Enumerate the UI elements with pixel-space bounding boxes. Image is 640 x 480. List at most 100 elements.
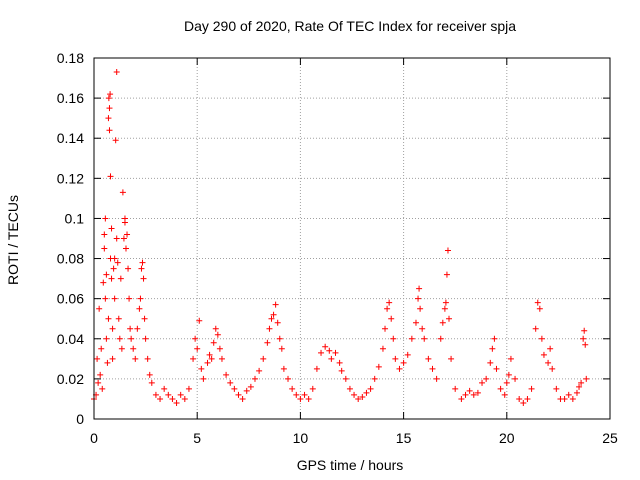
data-point	[181, 395, 188, 402]
data-point	[528, 385, 535, 392]
data-point	[116, 335, 123, 342]
data-point	[433, 375, 440, 382]
data-point	[536, 305, 543, 312]
data-point	[532, 325, 539, 332]
data-point	[109, 325, 116, 332]
data-point	[99, 385, 106, 392]
data-point	[441, 305, 448, 312]
data-point	[268, 315, 275, 322]
data-point	[212, 325, 219, 332]
data-point	[106, 127, 113, 134]
axis-ticks: 0 0.02 0.04 0.06 0.08 0.1 0.12 0.14 0.16 0.18 0 5 10…	[57, 50, 618, 446]
data-point	[505, 371, 512, 378]
data-point	[458, 395, 465, 402]
x-tick-label: 10	[293, 430, 309, 446]
data-point	[107, 173, 114, 180]
data-point	[140, 275, 147, 282]
data-point	[439, 319, 446, 326]
data-point	[97, 371, 104, 378]
data-point	[581, 327, 588, 334]
data-point	[218, 355, 225, 362]
data-point	[94, 355, 101, 362]
x-axis-label: GPS time / hours	[297, 457, 404, 473]
x-tick-label: 0	[90, 430, 98, 446]
data-point	[396, 365, 403, 372]
data-point	[105, 95, 112, 102]
data-point	[132, 355, 139, 362]
data-point	[120, 235, 127, 242]
data-point	[390, 335, 397, 342]
y-tick-label: 0.16	[57, 90, 84, 106]
data-point	[416, 285, 423, 292]
data-point	[421, 335, 428, 342]
data-point	[466, 387, 473, 394]
data-point	[583, 375, 590, 382]
data-point	[415, 295, 422, 302]
data-point	[417, 305, 424, 312]
data-point	[128, 335, 135, 342]
data-point	[497, 385, 504, 392]
x-tick-label: 15	[396, 430, 412, 446]
data-point	[113, 235, 120, 242]
data-point	[103, 271, 110, 278]
data-point	[200, 375, 207, 382]
data-point	[355, 395, 362, 402]
data-point	[134, 325, 141, 332]
data-point	[336, 359, 343, 366]
x-tick-label: 25	[602, 430, 618, 446]
data-point	[549, 365, 556, 372]
data-point	[165, 391, 172, 398]
x-tick-label: 5	[193, 430, 201, 446]
data-point	[305, 395, 312, 402]
y-tick-label: 0.14	[57, 130, 84, 146]
data-point	[105, 315, 112, 322]
data-point	[112, 137, 119, 144]
data-point	[429, 365, 436, 372]
data-point	[251, 375, 258, 382]
data-point	[100, 279, 107, 286]
data-point	[351, 391, 358, 398]
data-point	[580, 335, 587, 342]
data-point	[139, 259, 146, 266]
data-point	[198, 365, 205, 372]
data-point	[115, 315, 122, 322]
data-point	[297, 395, 304, 402]
data-point	[126, 295, 133, 302]
data-point	[141, 315, 148, 322]
data-point	[137, 295, 144, 302]
data-point	[102, 215, 109, 222]
data-point	[388, 315, 395, 322]
y-axis-label: ROTI / TECUs	[5, 195, 21, 285]
data-point	[534, 299, 541, 306]
data-point	[516, 395, 523, 402]
data-point	[95, 379, 102, 386]
data-point	[185, 385, 192, 392]
data-point	[144, 355, 151, 362]
data-point	[470, 391, 477, 398]
data-point	[108, 275, 115, 282]
data-point	[346, 385, 353, 392]
data-point	[206, 351, 213, 358]
data-point	[487, 359, 494, 366]
plot-frame	[93, 57, 611, 420]
data-point	[289, 385, 296, 392]
data-point	[107, 91, 114, 98]
data-point	[103, 335, 110, 342]
data-point	[114, 259, 121, 266]
data-point	[382, 325, 389, 332]
data-point	[540, 351, 547, 358]
data-point	[444, 247, 451, 254]
data-point	[227, 379, 234, 386]
data-point	[293, 391, 300, 398]
data-point	[489, 345, 496, 352]
data-point	[278, 345, 285, 352]
data-point	[266, 325, 273, 332]
data-point	[371, 375, 378, 382]
data-point	[313, 365, 320, 372]
data-point	[136, 305, 143, 312]
data-point	[375, 363, 382, 370]
data-point	[124, 231, 131, 238]
data-point	[231, 385, 238, 392]
data-point	[338, 367, 345, 374]
